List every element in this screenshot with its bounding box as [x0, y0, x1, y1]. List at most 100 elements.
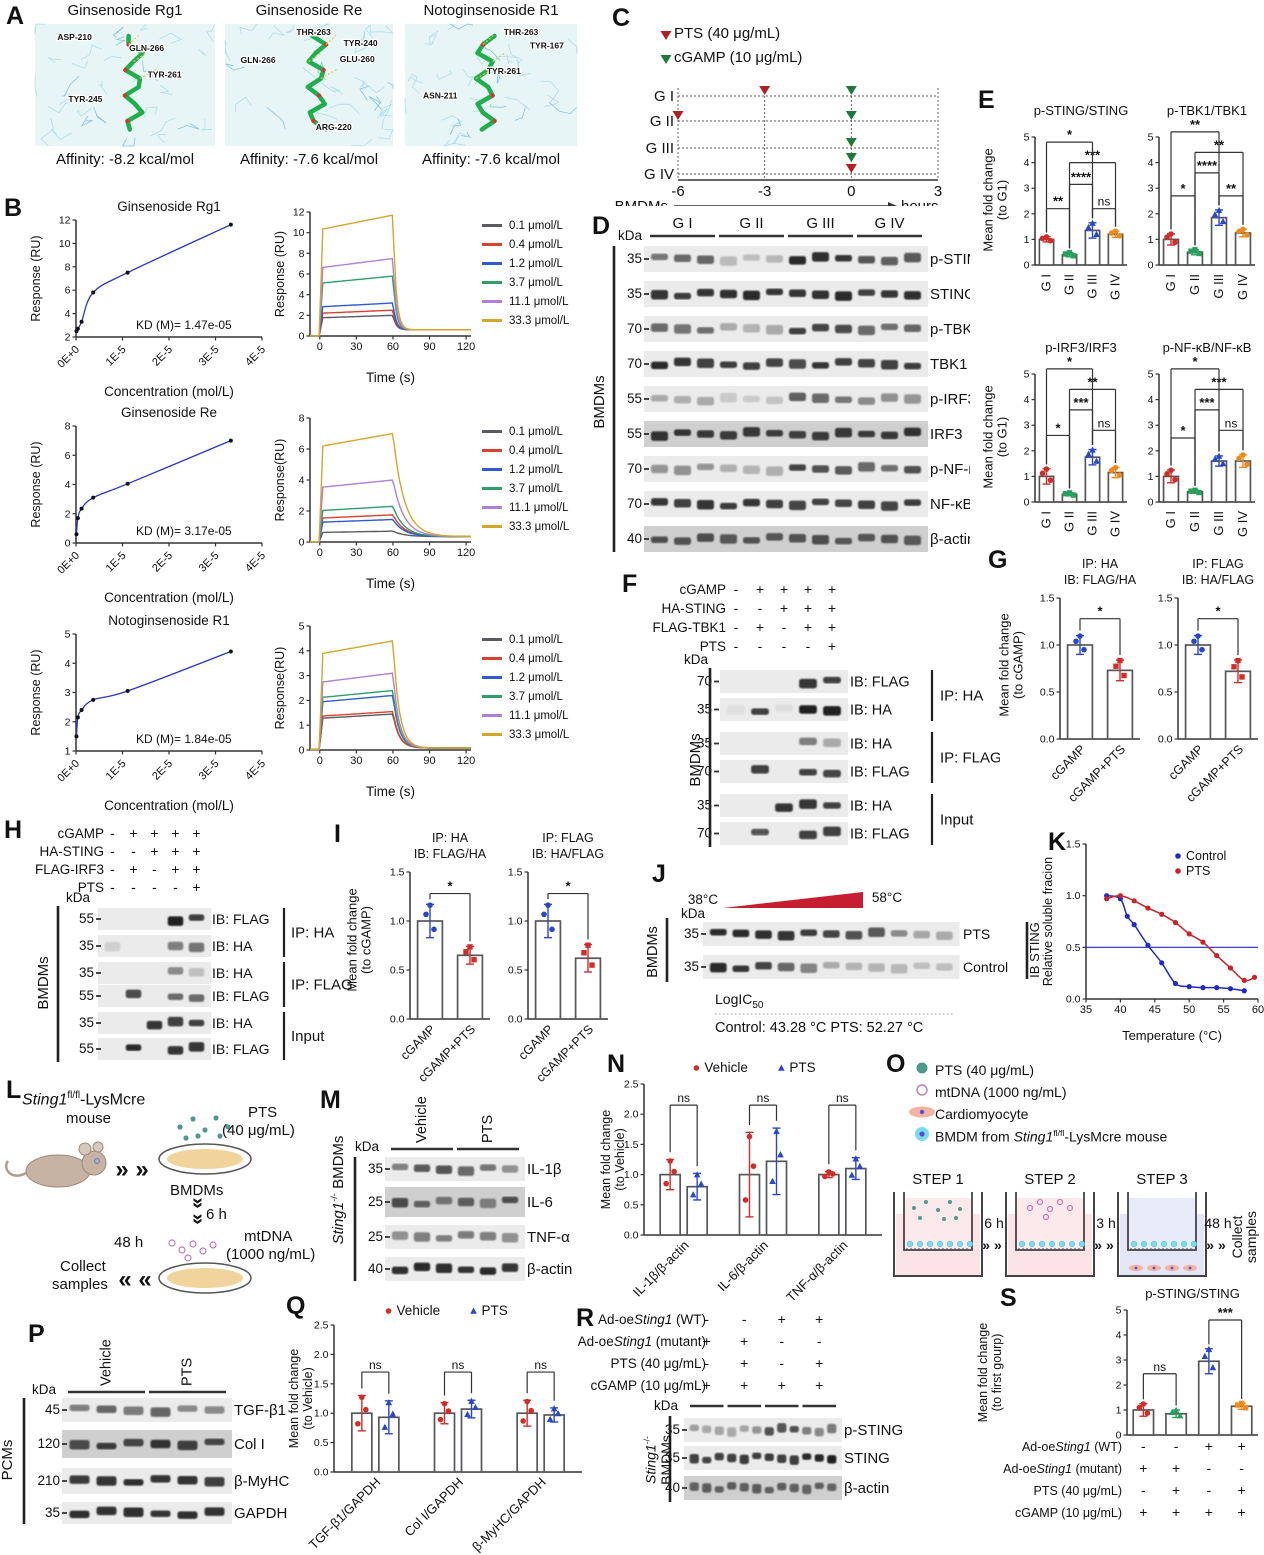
path-shape	[1005, 1192, 1095, 1277]
protein-band	[777, 1454, 787, 1463]
group-row-label: G I	[654, 88, 674, 105]
legend-swatch	[482, 714, 502, 717]
matrix-value: +	[1205, 1504, 1213, 1520]
data-point	[74, 532, 79, 537]
blot-row-label: TBK1	[930, 356, 968, 373]
y-tick-label: 1.5	[390, 867, 405, 879]
pts-dot-icon	[916, 1062, 928, 1074]
protein-band	[834, 427, 853, 438]
kda-marker: 70	[697, 764, 712, 779]
protein-line	[452, 132, 472, 146]
protein-band	[752, 1483, 762, 1494]
blot-strip	[385, 1157, 525, 1181]
chart-title: p-STING/STING	[1034, 103, 1129, 118]
x-category-label: β-MyHC/GAPDH	[469, 1475, 549, 1555]
y-axis-label: Mean fold change	[996, 613, 1012, 717]
data-point	[1196, 489, 1202, 496]
y-axis-label: Response (RU)	[29, 649, 43, 735]
protein-band	[123, 1507, 144, 1518]
data-point	[1077, 633, 1083, 639]
logic50-result: Control: 43.28 °C PTS: 52.27 °C	[715, 1020, 923, 1036]
condition-value: -	[758, 600, 763, 616]
cardiomyocyte-icon	[909, 1106, 935, 1118]
x-category-label: TNF-α/β-actin	[783, 1238, 850, 1305]
y-tick-label: 5	[1148, 132, 1154, 144]
protein-band	[696, 327, 715, 334]
data-point	[1191, 638, 1197, 645]
data-point	[1209, 1364, 1217, 1371]
x-axis-label: Concentration (mol/L)	[104, 798, 234, 813]
y-tick-label: 4	[65, 308, 71, 320]
line-shape	[320, 68, 338, 80]
data-point	[1043, 234, 1050, 240]
docking-title: Ginsenoside Re	[256, 2, 363, 19]
y-tick-label: 1.0	[1040, 640, 1055, 652]
data-point	[693, 1065, 700, 1071]
protein-line	[115, 36, 126, 46]
protein-band	[823, 706, 841, 716]
x-tick-label: 4E-5	[243, 550, 268, 575]
melt-curve	[1106, 894, 1245, 992]
condition-value: +	[171, 861, 179, 877]
residue-label: GLN-266	[129, 43, 164, 53]
protein-line	[360, 31, 365, 43]
affinity-label: Affinity: -7.6 kcal/mol	[422, 151, 560, 168]
tspan-shape: cGAMP (10 μg/mL)	[1015, 1506, 1122, 1520]
protein-band	[802, 1484, 812, 1495]
panel-b-affinity-2: 0 2 4 6 8 Response (RU) Ginsenoside Re 0E+0 1E-5…	[29, 405, 268, 605]
protein-line	[407, 76, 424, 84]
y-tick-label: 1.5	[508, 867, 523, 879]
tspan-shape: Ad-oe	[598, 1312, 634, 1327]
significance-label: **	[1053, 194, 1064, 209]
protein-band	[789, 1455, 799, 1465]
line-shape	[139, 68, 157, 80]
protein-band	[834, 255, 853, 262]
condition-value: +	[804, 619, 812, 635]
legend-item: 3.7 μmol/L	[482, 479, 569, 498]
condition-label: cGAMP	[57, 826, 104, 841]
condition-label: HA-STING	[661, 601, 726, 616]
data-point	[848, 1171, 856, 1178]
y-tick-label: 2	[299, 695, 305, 707]
significance-label: ns	[534, 1358, 547, 1372]
condition-value: +	[740, 1333, 748, 1349]
pts-dot	[213, 1115, 219, 1121]
legend-swatch	[482, 638, 502, 641]
circle-shape	[92, 1141, 104, 1153]
bmdm-cell	[1018, 1240, 1026, 1248]
protein-band	[714, 1486, 724, 1493]
data-point	[546, 1415, 554, 1422]
protein-band	[800, 929, 818, 937]
protein-band	[689, 1424, 699, 1432]
significance-label: ns	[757, 1091, 770, 1105]
legend-label: 3.7 μmol/L	[509, 482, 563, 495]
group-label: Vehicle	[414, 1096, 430, 1143]
protein-band	[814, 1427, 824, 1437]
tspan-shape: Ad-oe	[1003, 1462, 1036, 1476]
blot-strip	[644, 526, 928, 552]
kda-marker: 55	[627, 391, 642, 406]
condition-value: +	[129, 861, 137, 877]
mtdna-circle	[1026, 1204, 1034, 1212]
data-point	[1172, 476, 1178, 483]
x-tick-label: -3	[758, 183, 771, 200]
data-point	[1039, 470, 1046, 477]
line-shape	[133, 52, 147, 62]
condition-value: +	[129, 825, 137, 841]
y-axis-label: (to cGAMP)	[1010, 631, 1026, 699]
y-tick-label: 0	[1148, 260, 1154, 272]
data-point	[1136, 1404, 1143, 1411]
data-point	[1240, 226, 1246, 233]
data-point	[667, 1158, 673, 1164]
mouse-genotype-label: Sting1fl/fl-LysMcre	[22, 1090, 146, 1109]
path-shape	[903, 1192, 973, 1251]
data-point	[1205, 1345, 1213, 1353]
triangle-marker	[845, 138, 857, 147]
oxygen-atom	[123, 67, 128, 73]
blot-row-label: IB: HA	[850, 737, 892, 753]
condition-value: +	[828, 581, 836, 597]
ip-group-label: IP: FLAG	[940, 750, 1000, 767]
protein-line	[353, 41, 367, 54]
protein-band	[811, 393, 830, 404]
kda-title: kDa	[618, 228, 642, 243]
